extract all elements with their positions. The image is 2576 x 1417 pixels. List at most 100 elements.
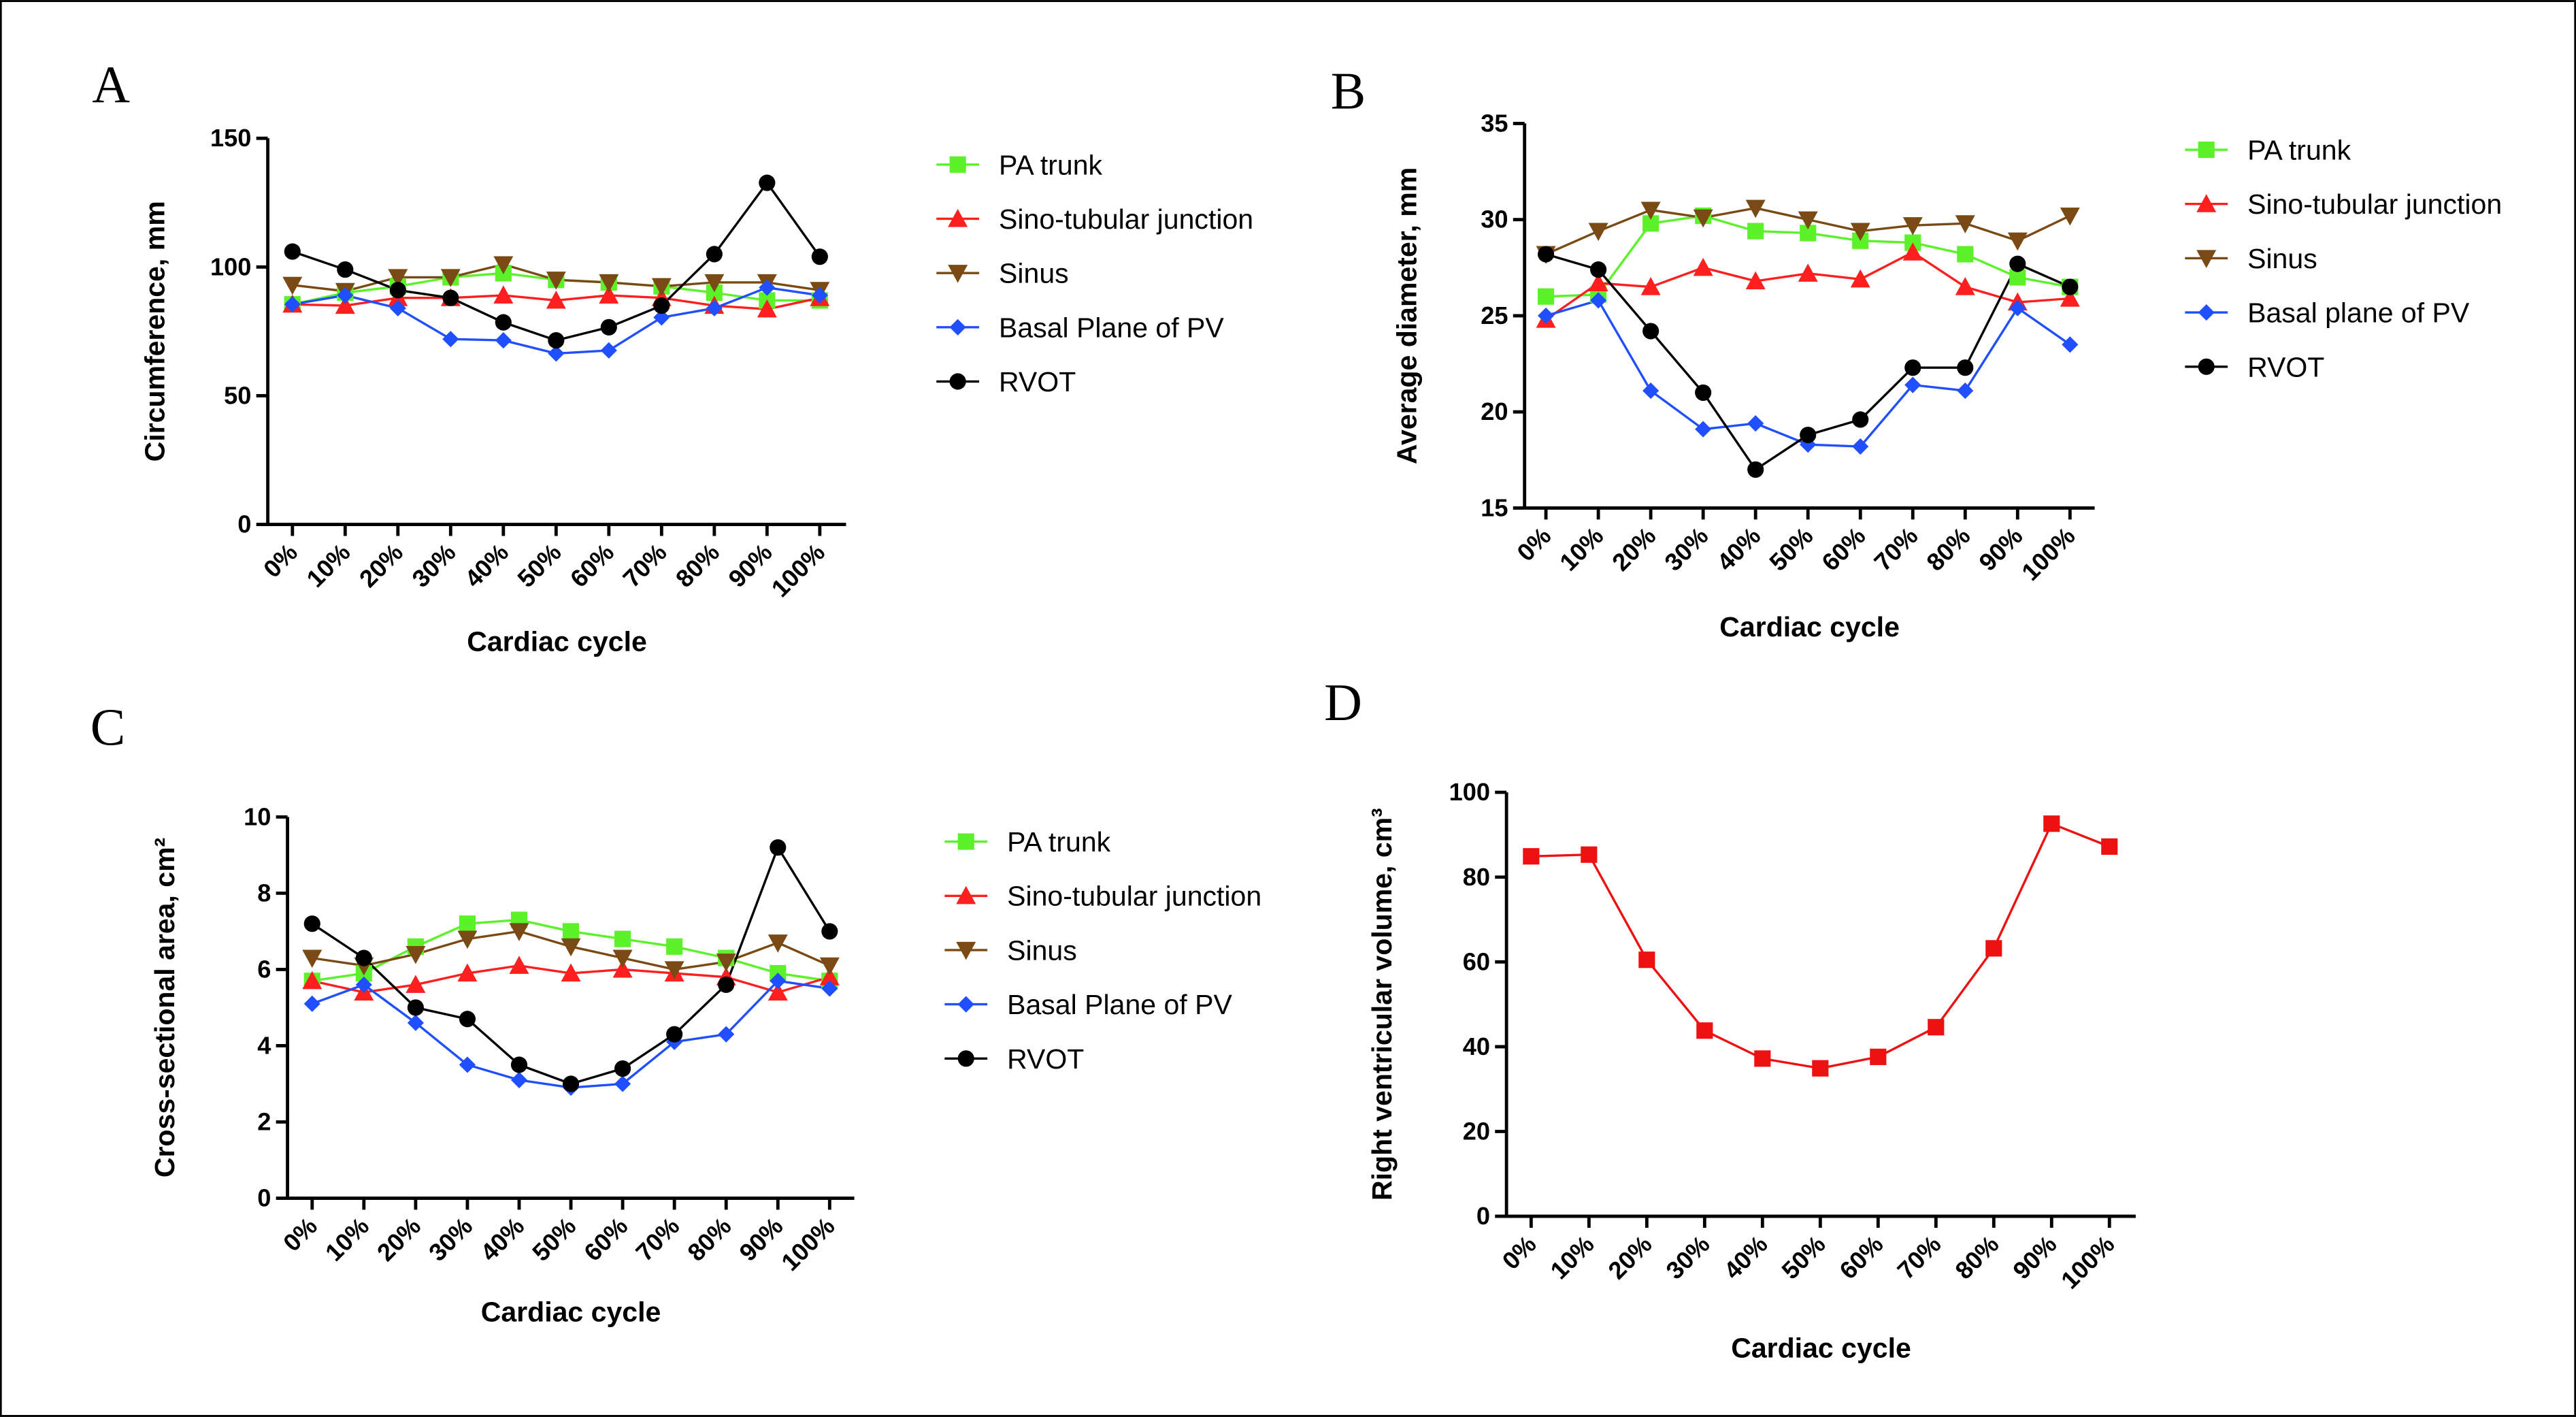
y-tick-label: 60 [1463, 947, 1490, 975]
legend-label: Sino-tubular junction [999, 203, 1253, 235]
marker [442, 289, 459, 306]
marker [770, 973, 787, 990]
marker [406, 975, 426, 993]
marker [1640, 201, 1661, 221]
marker [949, 156, 966, 173]
y-tick-label: 25 [1481, 302, 1508, 329]
marker [282, 276, 303, 295]
marker [2062, 278, 2079, 295]
marker [459, 1011, 476, 1028]
marker [664, 961, 684, 979]
y-tick-label: 6 [257, 956, 271, 983]
marker [718, 1026, 735, 1043]
marker [546, 290, 566, 309]
y-tick-label: 20 [1481, 397, 1508, 425]
marker [718, 976, 735, 993]
marker [811, 248, 828, 265]
marker [1640, 277, 1661, 295]
marker [1695, 421, 1712, 438]
marker [1696, 1022, 1713, 1039]
marker [949, 373, 966, 390]
y-tick-label: 80 [1463, 863, 1490, 891]
marker [757, 299, 777, 318]
y-axis-label: Average diameter, mm [1391, 167, 1422, 464]
marker [284, 243, 301, 260]
marker [1904, 359, 1921, 376]
marker [1693, 257, 1713, 276]
marker [1638, 951, 1655, 968]
legend-label: Sino-tubular junction [2247, 189, 2502, 220]
marker [457, 963, 478, 982]
marker [1902, 242, 1923, 261]
y-tick-label: 4 [257, 1032, 271, 1060]
y-tick-label: 150 [210, 124, 251, 152]
legend-label: Sinus [1007, 934, 1077, 966]
marker [1928, 1019, 1945, 1036]
marker [653, 297, 670, 314]
marker [767, 934, 788, 953]
marker [1798, 211, 1818, 230]
marker [666, 1026, 683, 1043]
legend-label: Basal plane of PV [2247, 297, 2470, 329]
marker [956, 941, 976, 960]
marker [561, 938, 581, 957]
marker [1985, 940, 2002, 957]
legend-label: PA trunk [2247, 135, 2351, 166]
marker [407, 1014, 424, 1031]
y-tick-label: 8 [257, 879, 271, 907]
legend-label: Sinus [2247, 243, 2317, 274]
marker [1590, 292, 1607, 309]
marker [1850, 223, 1870, 242]
marker [957, 996, 974, 1013]
marker [389, 299, 406, 316]
marker [2009, 299, 2026, 316]
panel-letter: D [1324, 673, 1362, 732]
marker [2007, 232, 2028, 251]
marker [548, 332, 565, 349]
marker [948, 208, 968, 227]
marker [1538, 246, 1555, 263]
x-axis-label: Cardiac cycle [467, 625, 647, 657]
marker [1581, 846, 1598, 863]
marker [388, 269, 408, 287]
marker [302, 971, 323, 990]
marker [653, 309, 670, 326]
legend-label: Sinus [999, 258, 1069, 289]
marker [495, 314, 512, 331]
marker [1850, 269, 1870, 288]
marker [459, 915, 476, 932]
marker [1745, 199, 1766, 218]
marker [1747, 461, 1764, 478]
marker [1642, 323, 1659, 340]
marker [819, 957, 840, 976]
marker [2198, 304, 2215, 321]
marker [651, 278, 672, 297]
marker [957, 833, 974, 850]
marker [614, 1060, 631, 1077]
marker [767, 982, 788, 1001]
marker [1745, 271, 1766, 290]
marker [1747, 223, 1764, 240]
marker [1523, 848, 1540, 865]
marker [457, 930, 478, 949]
marker [2060, 289, 2080, 307]
marker [510, 1056, 528, 1073]
marker [612, 959, 633, 978]
marker [1955, 215, 1975, 233]
legend-label: Basal Plane of PV [1007, 989, 1232, 1020]
marker [493, 256, 514, 274]
marker [509, 923, 529, 941]
marker [957, 1050, 974, 1067]
legend-label: RVOT [2247, 351, 2324, 382]
x-axis-label: Cardiac cycle [481, 1297, 661, 1328]
marker [2009, 255, 2026, 272]
marker [562, 923, 580, 940]
marker [1588, 223, 1608, 242]
marker [770, 839, 787, 856]
marker [949, 319, 966, 336]
y-axis-label: Cross-sectional area, cm² [149, 838, 180, 1177]
marker [440, 269, 461, 287]
y-axis-label: Circumference, mm [139, 201, 170, 461]
marker [510, 1071, 528, 1088]
